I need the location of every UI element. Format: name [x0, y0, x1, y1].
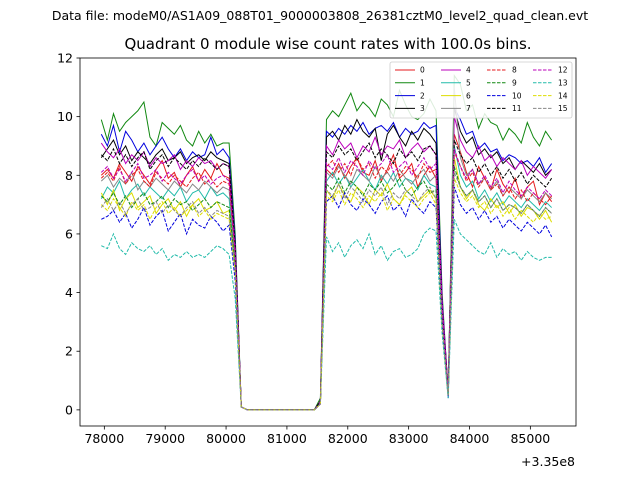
y-tick-label: 4 — [65, 285, 73, 300]
x-tick-label: 82000 — [328, 431, 368, 446]
legend-label-3: 3 — [420, 104, 425, 113]
series-line-11 — [100, 139, 553, 411]
chart-title: Quadrant 0 module wise count rates with … — [124, 35, 531, 53]
series-line-12 — [100, 148, 553, 411]
legend-label-14: 14 — [558, 91, 568, 100]
legend-label-13: 13 — [558, 79, 568, 88]
x-tick-label: 81000 — [267, 431, 307, 446]
legend-label-15: 15 — [558, 104, 568, 113]
legend-label-11: 11 — [512, 104, 522, 113]
x-tick-label: 84000 — [450, 431, 490, 446]
y-tick-label: 8 — [65, 168, 73, 183]
series-line-2 — [100, 107, 553, 411]
y-tick-label: 0 — [65, 402, 73, 417]
legend-label-8: 8 — [512, 66, 517, 75]
x-tick-label: 85000 — [510, 431, 550, 446]
series-line-10 — [101, 186, 553, 411]
axes-frame — [79, 57, 577, 427]
legend-label-5: 5 — [466, 79, 471, 88]
legend-label-6: 6 — [466, 91, 471, 100]
legend-label-9: 9 — [512, 79, 517, 88]
x-tick-label: 79000 — [145, 431, 185, 446]
legend-label-12: 12 — [558, 66, 568, 75]
axes: 78000 79000 80000 81000 82000 83000 84000 85000… — [57, 51, 577, 446]
series-line-9 — [100, 166, 553, 411]
legend-label-7: 7 — [466, 104, 471, 113]
legend-label-2: 2 — [420, 91, 425, 100]
y-tick-label: 12 — [57, 51, 73, 66]
legend-label-10: 10 — [512, 91, 522, 100]
y-tick-label: 6 — [65, 226, 73, 241]
x-tick-label: 80000 — [206, 431, 246, 446]
plot-area — [100, 74, 553, 411]
y-tick-label: 2 — [65, 344, 73, 359]
series-line-7 — [100, 87, 553, 411]
series-line-15 — [100, 172, 553, 411]
series-line-1 — [100, 74, 553, 411]
y-tick-label: 10 — [57, 109, 73, 124]
legend-label-1: 1 — [420, 79, 425, 88]
legend-box — [389, 61, 573, 119]
series-line-13 — [101, 219, 552, 411]
suptitle: Data file: modeM0/AS1A09_088T01_90000038… — [52, 8, 588, 23]
x-tick-label: 78000 — [84, 431, 124, 446]
legend-label-0: 0 — [420, 66, 425, 75]
x-tick-label: 83000 — [389, 431, 429, 446]
legend-label-4: 4 — [466, 66, 471, 75]
x-offset-label: +3.35e8 — [521, 454, 575, 469]
series-line-8 — [100, 151, 553, 411]
